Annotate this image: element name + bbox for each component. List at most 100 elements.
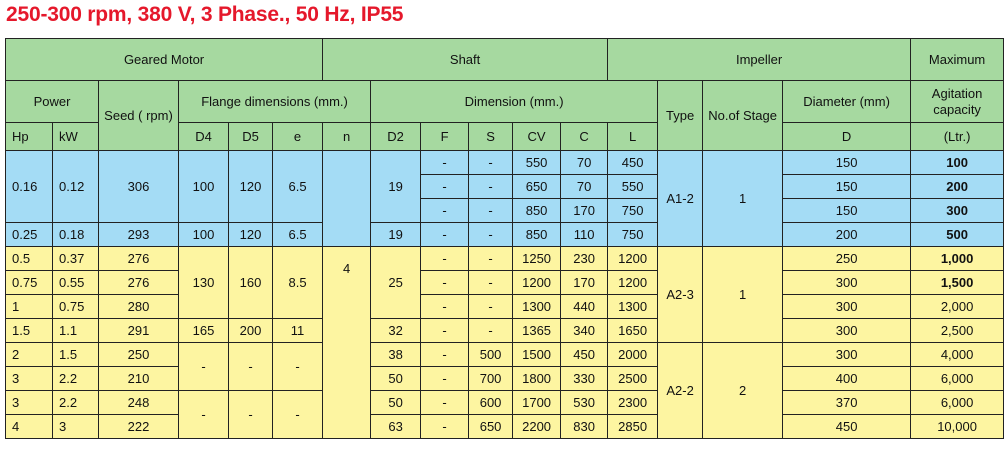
table-cell: [322, 150, 372, 247]
table-cell: 300: [910, 198, 1005, 223]
table-cell: 1.5: [5, 318, 53, 343]
header-cell: kW: [52, 122, 99, 151]
table-cell: 19: [370, 150, 422, 223]
table-cell: 200: [228, 318, 273, 343]
table-row: Hp kW D4 D5 e n D2 F S CV C L D (Ltr.): [5, 122, 1005, 151]
table-cell: 2: [5, 342, 53, 367]
table-cell: 530: [560, 390, 609, 415]
header-cell: D4: [178, 122, 229, 151]
table-cell: -: [420, 150, 470, 175]
table-row: 1 0.75 280- -1300 440 1300 300 2,000: [5, 294, 1005, 319]
header-cell: Flange dimensions (mm.): [177, 80, 372, 123]
header-cell: Seed ( rpm): [98, 80, 179, 151]
table-cell: 0.37: [52, 246, 99, 271]
table-row: 0.25 0.18 293 100 120 6.5 19- -850 110 750 200 500: [5, 222, 1005, 247]
table-row: 0.5 0.37 276 130 160 8.5 4 25- -1250 230 1200 A2-3 1…: [5, 246, 1005, 439]
table-cell: 850: [512, 198, 562, 223]
table-cell: 0.18: [52, 222, 99, 247]
table-cell: 0.55: [52, 270, 99, 295]
table-cell: -: [468, 150, 514, 175]
table-cell: -: [468, 270, 514, 295]
table-cell: 1250: [512, 246, 562, 271]
header-cell: CV: [512, 122, 562, 151]
table-cell: 291: [98, 318, 179, 343]
table-cell: 1200: [607, 270, 659, 295]
table-cell: 2,000: [910, 294, 1005, 319]
table-cell: 70: [560, 150, 609, 175]
table-cell: 200: [782, 222, 912, 247]
table-row: 4 3 222 63-650 2200 830 2850 450 10,000: [5, 414, 1005, 439]
table-cell: 750: [607, 222, 659, 247]
table-cell: 200: [910, 174, 1005, 199]
header-cell: Type: [657, 80, 704, 151]
table-cell: 0.75: [52, 294, 99, 319]
header-cell: Agitation capacity: [910, 80, 1005, 123]
table-cell: 2300: [607, 390, 659, 415]
table-cell: 276: [98, 270, 179, 295]
table-cell: 0.5: [5, 246, 53, 271]
table-cell: 2850: [607, 414, 659, 439]
table-cell: 650: [468, 414, 514, 439]
table-cell: 550: [512, 150, 562, 175]
table-cell: 63: [370, 414, 422, 439]
table-cell: 450: [560, 342, 609, 367]
table-cell: -: [420, 318, 470, 343]
table-cell: 170: [560, 198, 609, 223]
table-row: Power Seed ( rpm) Flange dimensions (mm.) D…: [5, 80, 1005, 151]
header-cell: n: [322, 122, 372, 151]
table-cell: 0.25: [5, 222, 53, 247]
table-cell: 6,000: [910, 390, 1005, 415]
table-cell: 1.1: [52, 318, 99, 343]
table-cell: 650: [512, 174, 562, 199]
header-cell: Power: [5, 80, 99, 123]
table-cell: 100: [178, 222, 229, 247]
page-title: 250-300 rpm, 380 V, 3 Phase., 50 Hz, IP5…: [6, 3, 404, 26]
table-cell: 1365: [512, 318, 562, 343]
table-cell: 300: [782, 270, 912, 295]
table-cell: 10,000: [910, 414, 1005, 439]
table-cell: 600: [468, 390, 514, 415]
table-cell: -: [420, 414, 470, 439]
table-cell: 1200: [607, 246, 659, 271]
table-cell: 1300: [607, 294, 659, 319]
table-cell: 25: [370, 246, 422, 319]
header-cell: Shaft: [322, 38, 609, 81]
table-cell: 100: [910, 150, 1005, 175]
table-cell: 1: [702, 246, 784, 343]
table-cell: 2500: [607, 366, 659, 391]
table-cell: 280: [98, 294, 179, 319]
table-row: 0.75 0.55 276- -1200 170 1200 300 1,500: [5, 270, 1005, 295]
table-cell: -: [420, 390, 470, 415]
table-cell: 110: [560, 222, 609, 247]
table-cell: 250: [98, 342, 179, 367]
table-cell: A1-2: [657, 150, 704, 247]
header-cell: No.of Stage: [702, 80, 784, 151]
table-cell: 1: [5, 294, 53, 319]
table-cell: -: [468, 246, 514, 271]
table-cell: -: [420, 270, 470, 295]
table-cell: 250: [782, 246, 912, 271]
table-cell: 170: [560, 270, 609, 295]
table-cell: 300: [782, 318, 912, 343]
table-cell: 222: [98, 414, 179, 439]
table-cell: 120: [228, 222, 273, 247]
table-cell: 248: [98, 390, 179, 415]
table-cell: 276: [98, 246, 179, 271]
header-cell: Geared Motor: [4, 38, 324, 81]
table-cell: -: [420, 198, 470, 223]
table-cell: 400: [782, 366, 912, 391]
table-cell: 340: [560, 318, 609, 343]
table-cell: -: [228, 342, 273, 391]
table-cell: 4,000: [910, 342, 1005, 367]
table-cell: 550: [607, 174, 659, 199]
table-cell: 1700: [512, 390, 562, 415]
table-cell: 450: [782, 414, 912, 439]
header-cell: L: [607, 122, 659, 151]
table-cell: -: [420, 174, 470, 199]
table-cell: 300: [782, 342, 912, 367]
table-cell: -: [271, 342, 324, 391]
table-cell: 1300: [512, 294, 562, 319]
table-cell: A2-3: [657, 246, 704, 343]
table-cell: 370: [782, 390, 912, 415]
table-cell: 150: [782, 198, 912, 223]
